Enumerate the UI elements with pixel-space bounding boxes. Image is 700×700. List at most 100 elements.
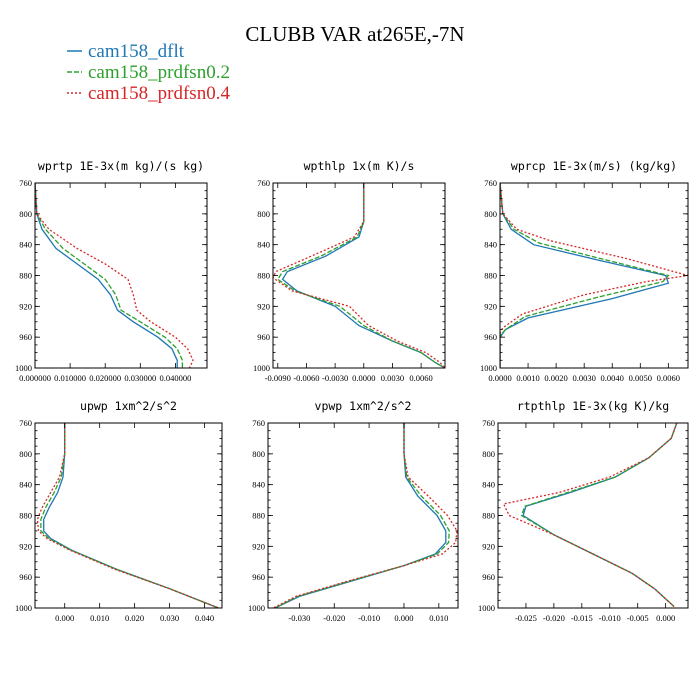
- y-tick-label-5-1: 800: [482, 449, 495, 459]
- series-group-2: [500, 183, 688, 368]
- series-line-4-1: [274, 423, 450, 608]
- x-tick-label-2-0: 0.0000: [488, 373, 511, 383]
- series-line-2-2: [500, 183, 688, 368]
- x-tick-label-5-5: 0.000: [656, 613, 675, 623]
- x-tick-label-5-1: -0.020: [543, 613, 565, 623]
- x-tick-label-1-0: -0.0090: [265, 373, 291, 383]
- y-tick-label-3-4: 920: [19, 541, 32, 551]
- figure-title: CLUBB VAR at265E,-7N: [245, 22, 464, 46]
- series-line-1-1: [276, 183, 445, 368]
- series-line-3-0: [43, 423, 219, 608]
- panel-title-1: wpthlp 1x(m K)/s: [304, 159, 415, 173]
- y-tick-label-1-1: 800: [257, 209, 270, 219]
- series-line-3-2: [36, 423, 219, 608]
- y-tick-label-2-2: 840: [484, 240, 497, 250]
- y-tick-label-5-6: 1000: [478, 603, 495, 613]
- plot-frame-4: [267, 422, 459, 609]
- y-tick-label-0-2: 840: [19, 240, 32, 250]
- y-tick-label-1-3: 880: [257, 271, 270, 281]
- y-tick-label-0-0: 760: [19, 178, 32, 188]
- y-tick-label-4-2: 840: [252, 480, 265, 490]
- y-tick-label-5-3: 880: [482, 511, 495, 521]
- panel-title-0: wprtp 1E-3x(m kg)/(s kg): [38, 159, 204, 173]
- y-tick-label-2-0: 760: [484, 178, 497, 188]
- x-tick-label-4-4: 0.010: [429, 613, 448, 623]
- series-line-0-1: [35, 183, 184, 368]
- y-tick-label-0-6: 1000: [15, 363, 32, 373]
- plot-frame-1: [272, 182, 446, 369]
- series-line-5-0: [522, 423, 678, 607]
- x-tick-label-3-3: 0.030: [160, 613, 179, 623]
- y-tick-label-3-0: 760: [19, 418, 32, 428]
- y-tick-label-1-0: 760: [257, 178, 270, 188]
- x-tick-label-0-4: 0.040000: [159, 373, 191, 383]
- y-tick-label-0-4: 920: [19, 301, 32, 311]
- series-line-4-0: [274, 423, 447, 608]
- y-tick-label-3-2: 840: [19, 480, 32, 490]
- x-tick-label-2-1: 0.0010: [516, 373, 539, 383]
- x-tick-label-0-1: 0.010000: [54, 373, 86, 383]
- series-line-4-2: [272, 423, 458, 608]
- x-tick-label-2-6: 0.0060: [657, 373, 680, 383]
- x-tick-label-4-0: -0.030: [288, 613, 310, 623]
- x-tick-label-1-3: 0.0000: [352, 373, 375, 383]
- x-tick-label-1-5: 0.0060: [409, 373, 432, 383]
- plot-frame-3: [34, 422, 223, 609]
- y-tick-label-2-4: 920: [484, 301, 497, 311]
- series-line-2-1: [500, 183, 670, 368]
- legend: cam158_dfltcam158_prdfsn0.2cam158_prdfsn…: [67, 41, 230, 104]
- series-line-5-2: [502, 423, 678, 607]
- y-tick-label-0-5: 960: [19, 332, 32, 342]
- panel-2: wprcp 1E-3x(m/s) (kg/kg) 760 800 840 880 920 9…: [480, 159, 689, 383]
- series-line-1-0: [281, 183, 445, 368]
- panel-0: wprtp 1E-3x(m kg)/(s kg) 760 800 840 880 920 9…: [15, 159, 208, 383]
- y-tick-label-2-6: 1000: [480, 363, 497, 373]
- y-tick-label-3-1: 800: [19, 449, 32, 459]
- panel-5: rtpthlp 1E-3x(kg K)/kg 760 800 840 880 920 960…: [478, 399, 689, 623]
- x-tick-label-2-2: 0.0020: [544, 373, 567, 383]
- panel-title-3: upwp 1xm^2/s^2: [80, 399, 177, 413]
- y-tick-label-0-3: 880: [19, 271, 32, 281]
- x-tick-label-0-0: 0.000000: [19, 373, 51, 383]
- x-tick-label-4-3: 0.000: [394, 613, 413, 623]
- panels: wprtp 1E-3x(m kg)/(s kg) 760 800 840 880 920 9…: [15, 159, 689, 623]
- y-tick-label-3-6: 1000: [15, 603, 32, 613]
- y-tick-label-1-4: 920: [257, 301, 270, 311]
- x-tick-label-5-4: -0.005: [627, 613, 649, 623]
- x-tick-label-4-1: -0.020: [323, 613, 345, 623]
- y-tick-label-4-5: 960: [252, 572, 265, 582]
- x-tick-label-1-1: -0.0060: [293, 373, 319, 383]
- y-tick-label-5-0: 760: [482, 418, 495, 428]
- series-line-0-0: [35, 183, 178, 368]
- y-tick-label-4-4: 920: [252, 541, 265, 551]
- y-tick-label-3-5: 960: [19, 572, 32, 582]
- y-tick-label-5-2: 840: [482, 480, 495, 490]
- legend-label-1: cam158_prdfsn0.2: [88, 62, 230, 83]
- x-tick-label-1-4: 0.0030: [381, 373, 404, 383]
- x-tick-label-3-2: 0.020: [125, 613, 144, 623]
- x-tick-label-5-3: -0.010: [599, 613, 621, 623]
- panel-4: vpwp 1xm^2/s^2 760 800 840 880 920 960 1000 -0.0…: [248, 399, 459, 623]
- panel-3: upwp 1xm^2/s^2 760 800 840 880 920 960 1000 0.00…: [15, 399, 223, 623]
- panel-title-2: wprcp 1E-3x(m/s) (kg/kg): [511, 159, 677, 173]
- x-tick-label-0-2: 0.020000: [89, 373, 121, 383]
- y-tick-label-0-1: 800: [19, 209, 32, 219]
- y-tick-label-1-6: 1000: [253, 363, 270, 373]
- panel-title-4: vpwp 1xm^2/s^2: [315, 399, 412, 413]
- x-tick-label-2-4: 0.0040: [601, 373, 624, 383]
- series-line-3-1: [40, 423, 219, 608]
- x-tick-label-3-0: 0.000: [55, 613, 74, 623]
- y-tick-label-4-1: 800: [252, 449, 265, 459]
- y-tick-label-2-1: 800: [484, 209, 497, 219]
- x-tick-label-2-5: 0.0050: [629, 373, 652, 383]
- y-tick-label-4-0: 760: [252, 418, 265, 428]
- y-tick-label-2-3: 880: [484, 271, 497, 281]
- series-group-4: [272, 423, 458, 608]
- y-tick-label-1-2: 840: [257, 240, 270, 250]
- x-tick-label-3-4: 0.040: [195, 613, 214, 623]
- x-tick-label-5-0: -0.025: [515, 613, 537, 623]
- plot-frame-5: [497, 422, 689, 609]
- series-group-3: [36, 423, 219, 608]
- plot-frame-2: [499, 182, 689, 369]
